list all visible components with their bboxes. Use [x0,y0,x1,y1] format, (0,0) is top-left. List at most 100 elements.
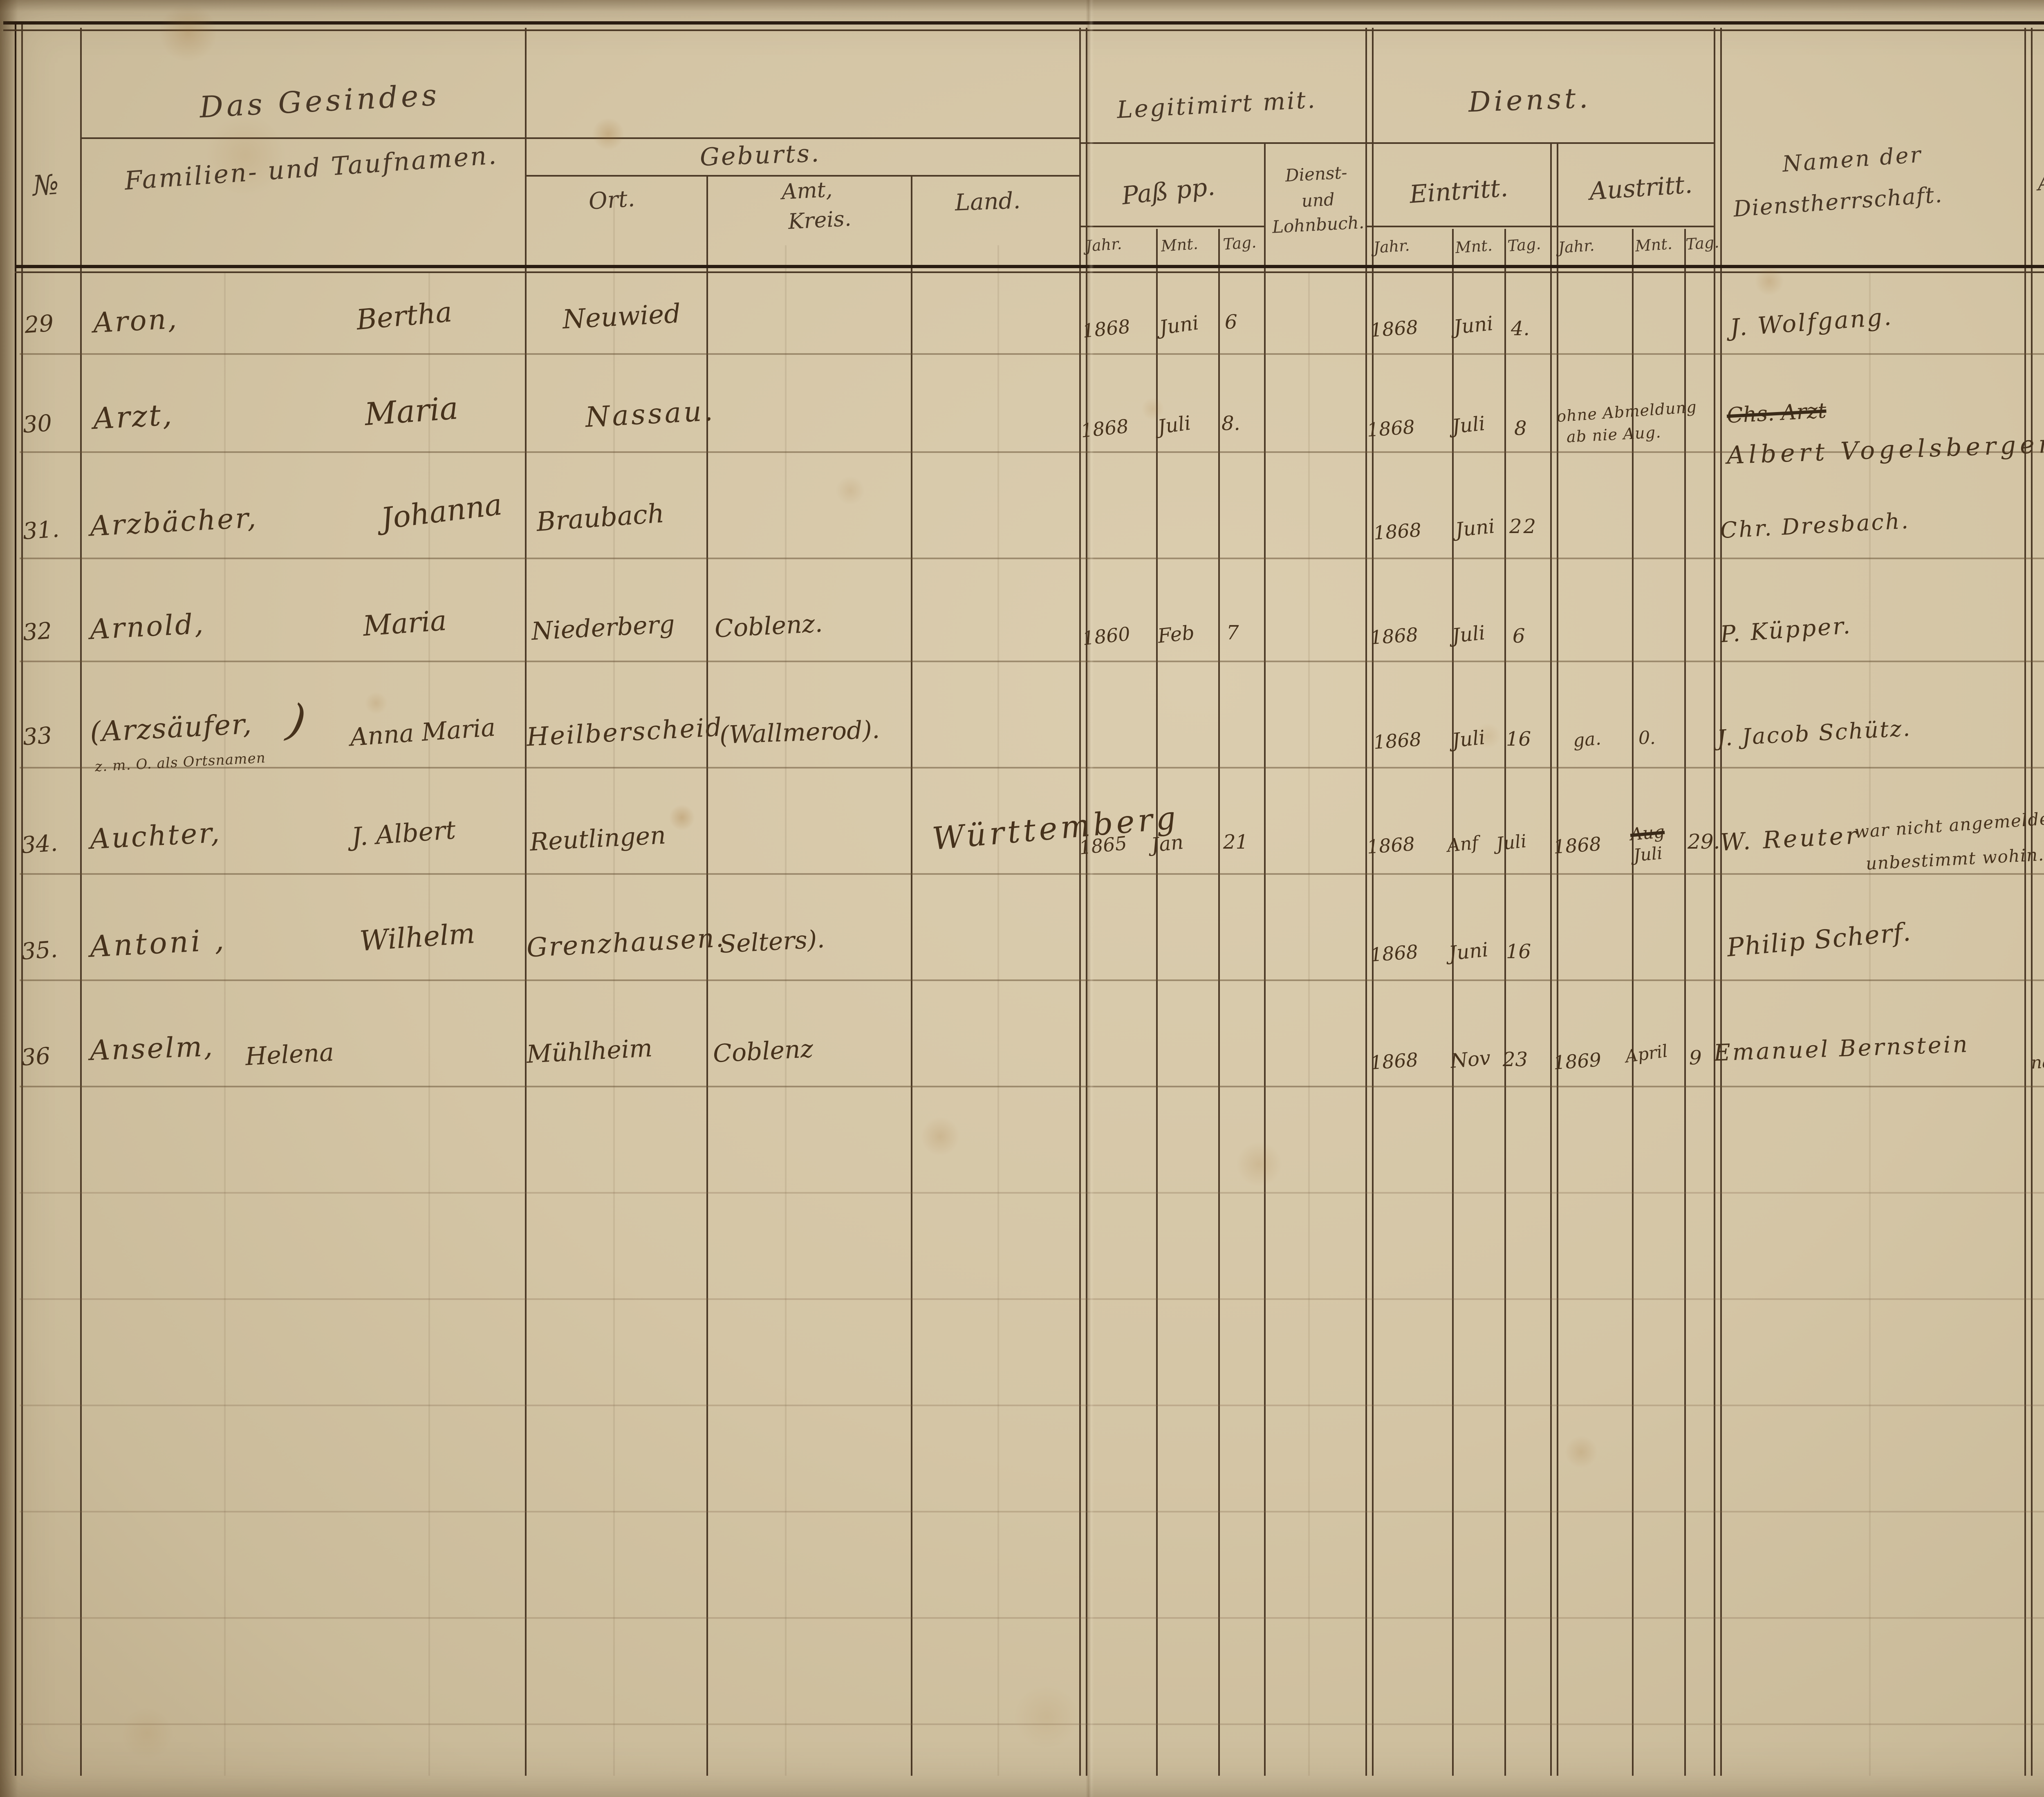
header-aus-jahr: Jahr. [1558,237,1595,258]
grid-vline [525,28,527,1776]
row-eintritt-jahr: 1868 [1366,832,1416,859]
row-eintritt-tag: 16 [1506,940,1531,963]
row-no: 30 [22,411,53,439]
paper-stain [669,804,695,831]
grid-vline [15,23,17,1776]
row-baseline [20,1086,2044,1087]
row-pass-tag: 7 [1226,621,1239,644]
empty-row-line [20,1723,2044,1725]
row-birth-ort: Braubach [535,497,666,538]
row-austritt-note-line1: ohne Abmeldung [1556,399,1698,427]
grid-vline [1632,229,1634,1776]
grid-vline [1085,28,1086,1776]
row-eintritt-mnt: Nov [1449,1046,1492,1073]
header-lohnbuch-line2: und [1301,190,1336,212]
row-pass-tag: 8. [1221,412,1240,435]
row-no: 31. [22,517,61,546]
header-amt: Amt, [781,178,833,206]
row-no: 36 [20,1044,52,1072]
row-dienstherrschaft: P. Küpper. [1719,613,1853,649]
row-dienstherrschaft: Albert Vogelsberger. [1726,429,2044,471]
row-baseline [20,979,2044,981]
row-birth-amt: Selters). [719,924,825,959]
grid-hline [15,265,2044,268]
header-name: Familien- und Taufnamen. [123,141,499,196]
row-no: 29 [23,311,55,340]
grid-vline [20,23,22,1776]
row-surname: Antoni , [89,923,227,965]
header-aus-mnt: Mnt. [1634,235,1673,257]
row-dienstherrschaft: Chr. Dresbach. [1719,508,1911,545]
row-given-name: Helena [244,1037,335,1072]
grid-vline [1714,28,1715,1776]
row-pass-mnt: Jan [1150,831,1185,857]
row-eintritt-tag: Juli [1495,831,1528,855]
row-given-name: Bertha [355,296,454,338]
header-austritt: Austritt. [1588,170,1694,206]
row-surname: Arzbächer, [89,502,259,544]
row-birth-amt: Coblenz [712,1034,814,1069]
grid-vline [428,271,430,1776]
paper-stain [1755,267,1784,296]
row-eintritt-tag: 8 [1514,417,1527,440]
row-birth-land: Württemberg [931,800,1181,858]
row-eintritt-tag: 6 [1513,625,1525,648]
page-top-edge-shadow [0,0,2044,11]
grid-vline [1556,142,1557,1776]
paper-stain [592,118,625,150]
row-birth-ort: Mühlheim [526,1033,653,1070]
header-lohnbuch-line1: Dienst- [1284,164,1348,186]
row-given-name: Maria [363,391,459,433]
row-austritt-jahr: 1869 [1552,1048,1602,1075]
row-birth-amt: Coblenz. [714,609,824,644]
grid-hline [525,175,1079,177]
row-dienstherrschaft: W. Reuter [1719,824,1860,857]
row-austritt-mnt: 0. [1638,728,1656,749]
row-pass-tag: 21 [1223,831,1248,854]
empty-row-line [20,1192,2044,1193]
grid-vline [1308,271,1309,1776]
header-group-dienst: Dienst. [1468,83,1592,120]
paper-stain [365,692,388,715]
grid-vline [1218,229,1220,1776]
grid-vline [1719,28,1721,1776]
grid-vline [224,271,225,1776]
row-surname: Aron, [92,303,179,341]
grid-vline [2024,28,2026,1776]
header-ein-mnt: Mnt. [1455,237,1493,258]
row-birth-ort: Reutlingen [529,820,667,857]
paper-stain [1565,1436,1598,1468]
row-austritt-jahr: ga. [1572,728,1602,752]
row-austritt-tag: 29. [1688,829,1720,854]
row-surname: Auchter, [89,817,222,857]
row-eintritt-jahr: 1868 [1372,727,1422,754]
empty-row-line [20,1298,2044,1300]
row-given-name: Wilhelm [359,918,476,959]
header-no: № [31,169,60,204]
header-kreis: Kreis. [787,208,852,235]
header-aus-tag: Tag. [1685,234,1720,255]
row-eintritt-jahr: 1868 [1366,415,1416,442]
row-surname: Arnold, [89,608,206,648]
grid-vline [1371,28,1372,1776]
row-given-name: J. Albert [350,816,457,852]
row-birth-ort: Heilberscheid [526,713,724,753]
row-eintritt-jahr: 1868 [1369,623,1419,650]
row-austritt-tag: 9 [1689,1046,1702,1069]
grid-vline [1550,142,1552,1776]
header-pass: Paß pp. [1120,172,1217,211]
grid-vline [911,175,912,1776]
row-birth-ort: Neuwied [562,298,681,335]
row-pass-mnt: Juni [1158,311,1200,340]
paper-stain [159,3,217,62]
row-given-name: Maria [362,605,448,644]
row-surname-paren: ) [283,695,309,748]
grid-vline [1684,229,1686,1776]
row-eintritt-jahr: 1868 [1369,940,1419,967]
row-eintritt-mnt: Juli [1451,621,1486,648]
row-austritt-mnt-struck: Aug [1629,822,1666,845]
header-eintritt: Eintritt. [1408,173,1509,210]
row-anmerkung-line1: war nicht angemeldet. [1853,809,2044,843]
row-birth-ort: Nassau. [585,395,716,435]
empty-row-line [20,1617,2044,1618]
